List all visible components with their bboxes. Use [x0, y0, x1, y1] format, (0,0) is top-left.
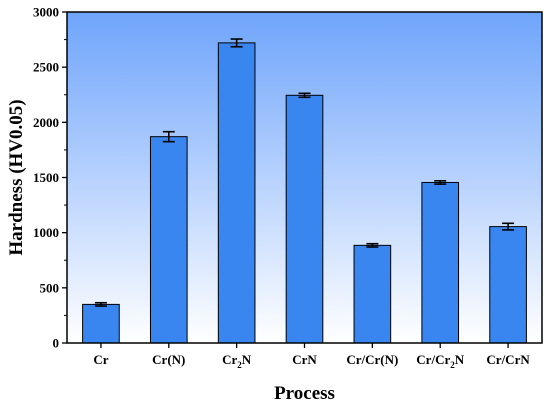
bar-Cr2N: [217, 42, 256, 344]
y-tick-label: 1000: [33, 225, 59, 240]
y-tick-label: 3000: [33, 5, 59, 20]
y-tick-label: 2500: [33, 60, 59, 75]
x-tick-label: Cr/Cr2N: [416, 352, 464, 370]
x-tick-label: CrN: [292, 352, 317, 367]
x-tick-label: Cr/Cr(N): [346, 352, 398, 367]
x-tick-label: Cr: [93, 352, 108, 367]
bars-layer: [82, 42, 527, 344]
y-tick-label: 1500: [33, 170, 59, 185]
bar-Cr: [82, 303, 120, 344]
bar-Cr(N): [149, 136, 188, 344]
x-tick-label: Cr(N): [152, 352, 185, 367]
y-tick-label: 0: [53, 336, 60, 351]
bar-CrN: [285, 94, 324, 344]
y-axis: 0 500 1000 1500 2000 2500 3000: [33, 5, 67, 351]
x-tick-label: Cr2N: [222, 352, 252, 370]
x-axis-title: Process: [274, 383, 335, 404]
y-axis-title: Hardness (HV0.05): [6, 99, 27, 255]
y-tick-label: 2000: [33, 115, 59, 130]
x-axis: Cr Cr(N) Cr2N CrN Cr/Cr(N) Cr/Cr2N Cr/CrN: [93, 343, 530, 370]
y-tick-label: 500: [40, 280, 60, 295]
bar-Cr/Cr2N: [421, 181, 460, 344]
error-bars-layer: [94, 38, 515, 307]
x-tick-label: Cr/CrN: [486, 352, 530, 367]
bar-Cr/Cr(N): [353, 244, 392, 344]
bar-Cr/CrN: [489, 226, 527, 344]
